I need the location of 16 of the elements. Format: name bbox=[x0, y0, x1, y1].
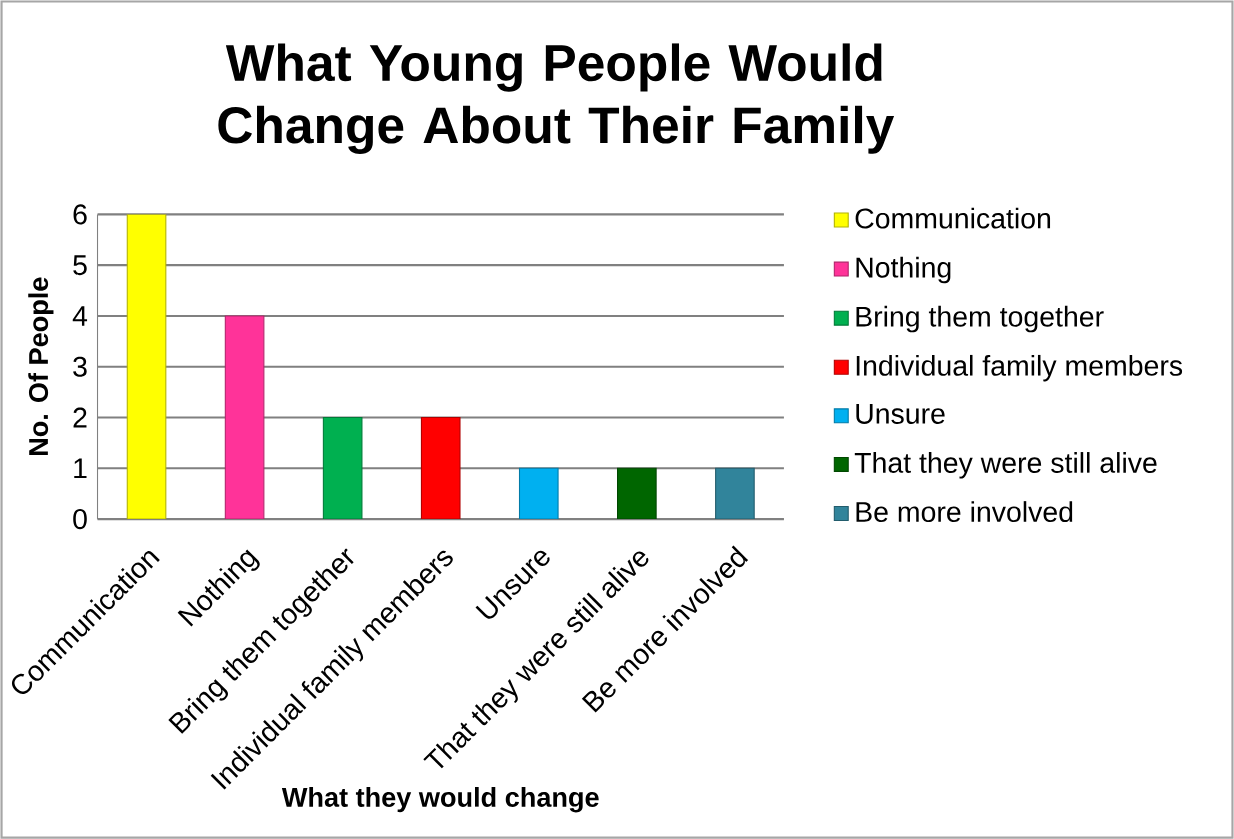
y-tick-label: 5 bbox=[73, 255, 87, 276]
y-tick-label: 0 bbox=[73, 508, 87, 530]
legend-label: Nothing bbox=[856, 256, 951, 284]
y-tick-label: 3 bbox=[73, 356, 87, 377]
legend-label: That they were still alive bbox=[854, 451, 1157, 479]
y-tick-label: 1 bbox=[74, 458, 87, 479]
legend-label: Communication bbox=[855, 207, 1051, 229]
legend-label: Bring them together bbox=[856, 305, 1104, 333]
legend-label: Unsure bbox=[856, 403, 945, 424]
y-tick-label: 6 bbox=[73, 204, 87, 225]
y-axis-title: No. Of People bbox=[28, 277, 54, 455]
legend-label: Individual family members bbox=[856, 354, 1183, 382]
legend-label: Be more involved bbox=[856, 501, 1073, 522]
y-tick-label: 4 bbox=[72, 306, 88, 326]
y-tick-label: 2 bbox=[73, 407, 87, 428]
chart-title: What Young People Would Change About Their Family bbox=[218, 43, 895, 154]
